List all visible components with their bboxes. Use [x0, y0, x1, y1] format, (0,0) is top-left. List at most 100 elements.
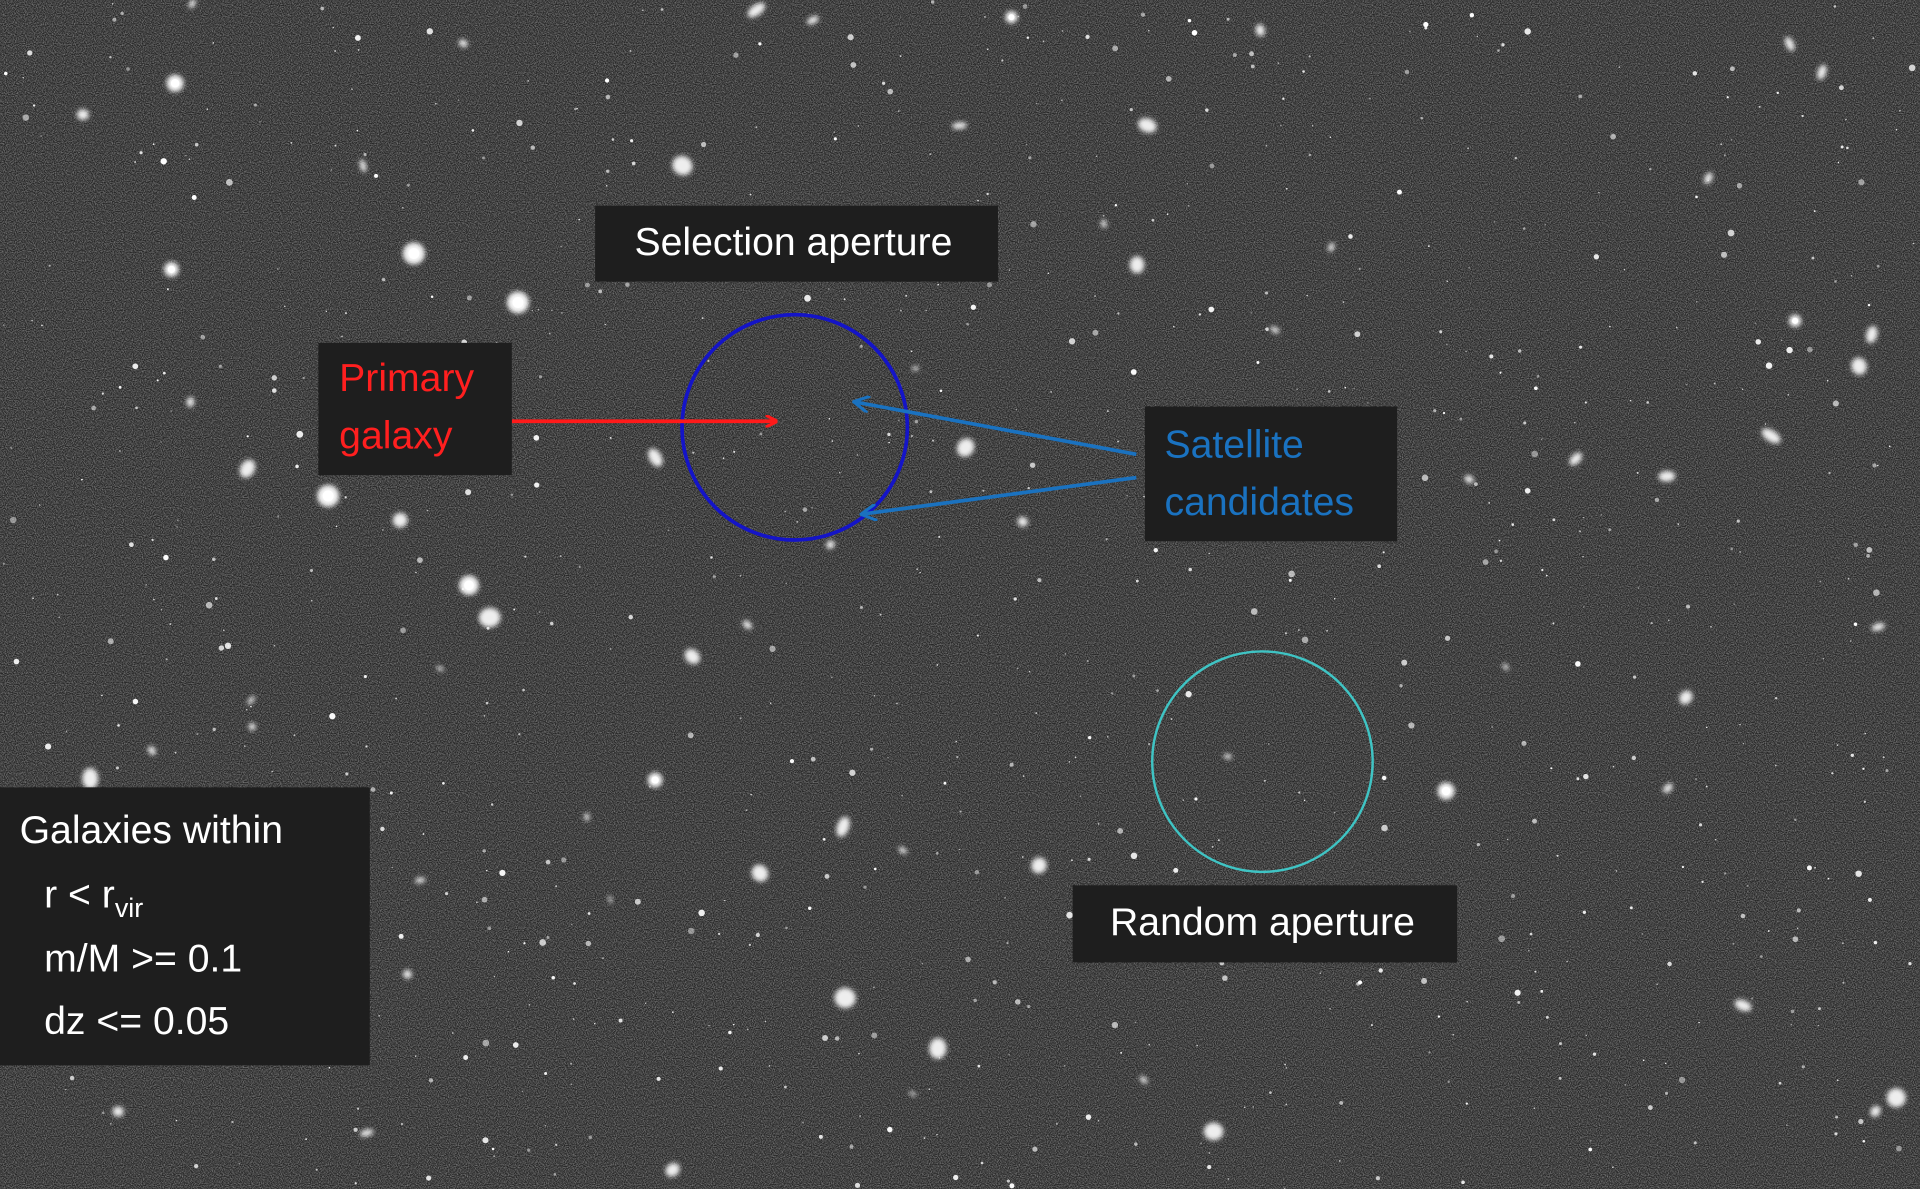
star: [271, 770, 273, 773]
star: [1679, 690, 1693, 705]
star: [1085, 34, 1090, 39]
star: [717, 932, 721, 936]
star: [482, 849, 486, 853]
star: [551, 309, 553, 312]
star: [1396, 189, 1402, 195]
star: [481, 896, 488, 903]
star: [248, 723, 256, 731]
star: [544, 1124, 547, 1127]
star: [1801, 1065, 1805, 1069]
star: [1658, 470, 1676, 482]
star: [277, 515, 280, 518]
star: [1208, 1152, 1211, 1154]
star: [115, 766, 119, 770]
star: [463, 1054, 469, 1060]
star: [916, 568, 918, 570]
star: [1187, 18, 1192, 23]
star: [112, 17, 117, 22]
star: [1250, 608, 1258, 615]
star: [482, 156, 486, 160]
star: [464, 580, 474, 591]
star: [1409, 30, 1411, 33]
star: [1061, 30, 1064, 32]
star: [1841, 942, 1844, 945]
star: [1705, 726, 1708, 729]
star: [810, 756, 816, 762]
star: [400, 627, 406, 634]
star: [518, 733, 521, 736]
star: [1695, 301, 1698, 303]
star: [325, 310, 328, 313]
star: [587, 912, 591, 915]
star: [538, 611, 541, 613]
star: [1491, 726, 1494, 728]
star: [1252, 1106, 1255, 1108]
star: [1427, 245, 1430, 248]
star: [521, 1090, 524, 1093]
star: [1864, 732, 1867, 735]
star: [976, 634, 979, 637]
star: [789, 759, 795, 764]
star: [1862, 767, 1865, 770]
star: [1863, 800, 1866, 803]
star: [928, 1088, 931, 1091]
star: [585, 940, 592, 947]
star: [1834, 280, 1837, 283]
star: [618, 1018, 623, 1023]
star: [512, 1042, 519, 1048]
star: [953, 1174, 959, 1181]
star: [1675, 326, 1678, 329]
star: [935, 851, 939, 855]
star: [1899, 110, 1901, 112]
star: [1106, 410, 1109, 413]
star: [896, 702, 898, 705]
star: [629, 50, 632, 52]
star: [1831, 772, 1834, 775]
star: [1308, 55, 1311, 58]
star: [250, 705, 252, 708]
star: [271, 375, 278, 381]
star: [939, 389, 943, 393]
star: [1867, 897, 1872, 902]
star: [239, 459, 256, 478]
criteria-radius: r < rvir: [44, 874, 143, 923]
star: [170, 78, 180, 88]
star: [22, 114, 30, 121]
star: [466, 295, 472, 301]
star: [1442, 411, 1446, 415]
star: [605, 169, 610, 173]
star: [1117, 312, 1120, 315]
star: [400, 1122, 404, 1126]
star: [186, 396, 195, 408]
star: [1017, 15, 1020, 18]
star: [22, 77, 24, 79]
star: [40, 135, 42, 137]
star: [1600, 514, 1603, 516]
star: [984, 15, 986, 18]
star: [56, 593, 59, 596]
star: [1068, 338, 1076, 345]
star: [887, 756, 889, 759]
star: [165, 658, 168, 661]
star: [1796, 927, 1799, 930]
star: [320, 6, 325, 11]
star: [1256, 361, 1260, 364]
star: [937, 283, 940, 286]
star: [253, 103, 257, 107]
star: [1533, 1107, 1536, 1109]
star: [487, 926, 492, 931]
star: [341, 335, 343, 338]
star: [1559, 1042, 1562, 1046]
star: [41, 324, 43, 327]
star: [1529, 932, 1533, 936]
star: [76, 109, 89, 121]
star: [606, 185, 608, 187]
star: [859, 1115, 861, 1117]
satellite-arrow: [861, 475, 1137, 515]
star: [553, 1173, 557, 1176]
star: [1447, 1080, 1450, 1083]
star: [1004, 897, 1006, 899]
star: [1132, 674, 1136, 678]
star: [1469, 12, 1475, 18]
star: [1016, 667, 1019, 670]
